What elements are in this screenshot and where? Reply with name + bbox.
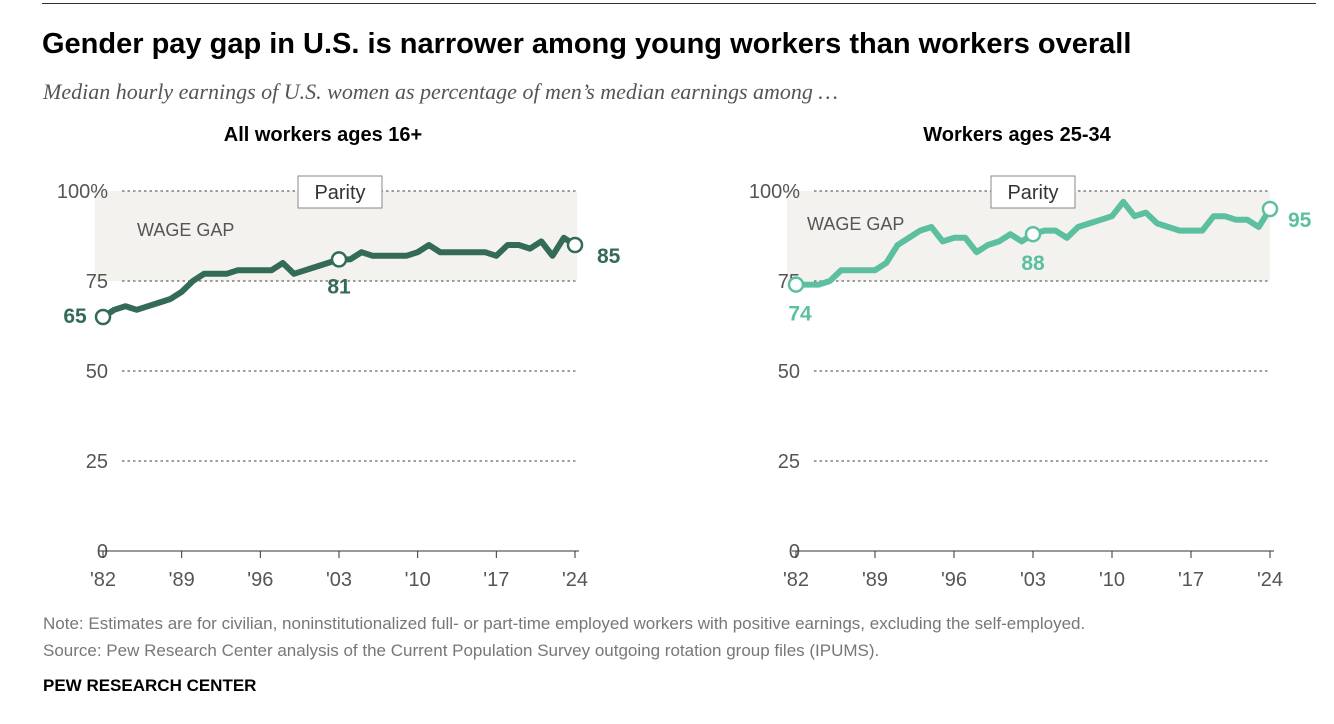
data-label: 95 <box>1288 209 1312 232</box>
callout-marker <box>330 251 348 268</box>
panel-title: All workers ages 16+ <box>224 124 422 146</box>
charts-area: All workers ages 16+ WAGE GAP 0 25 50 75 100% '… <box>57 124 1312 591</box>
note-text: Note: Estimates are for civilian, nonins… <box>43 614 1086 633</box>
y-tick-label: 25 <box>778 451 800 473</box>
parity-label: Parity <box>314 182 365 204</box>
y-tick-label: 25 <box>86 451 108 473</box>
parity-box <box>990 175 1076 209</box>
x-tick-label: '89 <box>862 569 888 591</box>
x-tick-label: '10 <box>405 569 431 591</box>
y-tick-label: 50 <box>86 361 108 383</box>
x-tick-label: '17 <box>483 569 509 591</box>
brand-logo-text: PEW RESEARCH CENTER <box>43 676 257 695</box>
callout-marker <box>566 236 584 254</box>
callout-marker <box>1261 200 1279 218</box>
data-label: 65 <box>63 305 87 328</box>
panel-title: Workers ages 25-34 <box>923 124 1111 146</box>
callout-marker <box>787 276 805 293</box>
parity-box <box>297 175 383 209</box>
x-tick-label: '82 <box>90 569 116 591</box>
wage-gap-label: WAGE GAP <box>807 214 904 234</box>
y-tick-label: 0 <box>97 541 108 563</box>
x-tick-label: '82 <box>783 569 809 591</box>
footnote: Note: Estimates are for civilian, nonins… <box>43 610 1085 664</box>
data-label: 74 <box>788 303 812 326</box>
x-tick-label: '03 <box>326 569 352 591</box>
x-tick-label: '24 <box>1257 569 1283 591</box>
y-tick-label: 50 <box>778 361 800 383</box>
x-tick-label: '89 <box>169 569 195 591</box>
x-tick-label: '96 <box>247 569 273 591</box>
y-tick-label: 75 <box>86 271 108 293</box>
x-tick-label: '96 <box>941 569 967 591</box>
x-tick-label: '10 <box>1099 569 1125 591</box>
callout-marker <box>1024 225 1042 243</box>
top-rule <box>42 3 1316 4</box>
x-tick-label: '03 <box>1020 569 1046 591</box>
data-label: 81 <box>327 275 351 298</box>
wage-gap-label: WAGE GAP <box>137 220 234 240</box>
x-tick-label: '24 <box>562 569 588 591</box>
x-tick-label: '17 <box>1178 569 1204 591</box>
parity-label: Parity <box>1007 182 1058 204</box>
chart-title: Gender pay gap in U.S. is narrower among… <box>42 28 1132 60</box>
callout-marker <box>94 308 112 326</box>
data-label: 85 <box>597 245 621 268</box>
data-label: 88 <box>1021 252 1045 275</box>
chart-subtitle: Median hourly earnings of U.S. women as … <box>43 79 838 104</box>
source-text: Source: Pew Research Center analysis of … <box>43 641 880 660</box>
y-tick-label: 0 <box>789 541 800 563</box>
y-tick-label: 100% <box>749 181 800 203</box>
y-tick-label: 100% <box>57 181 108 203</box>
panel-all-workers: All workers ages 16+ WAGE GAP 0 25 50 75 100% '… <box>57 124 621 591</box>
